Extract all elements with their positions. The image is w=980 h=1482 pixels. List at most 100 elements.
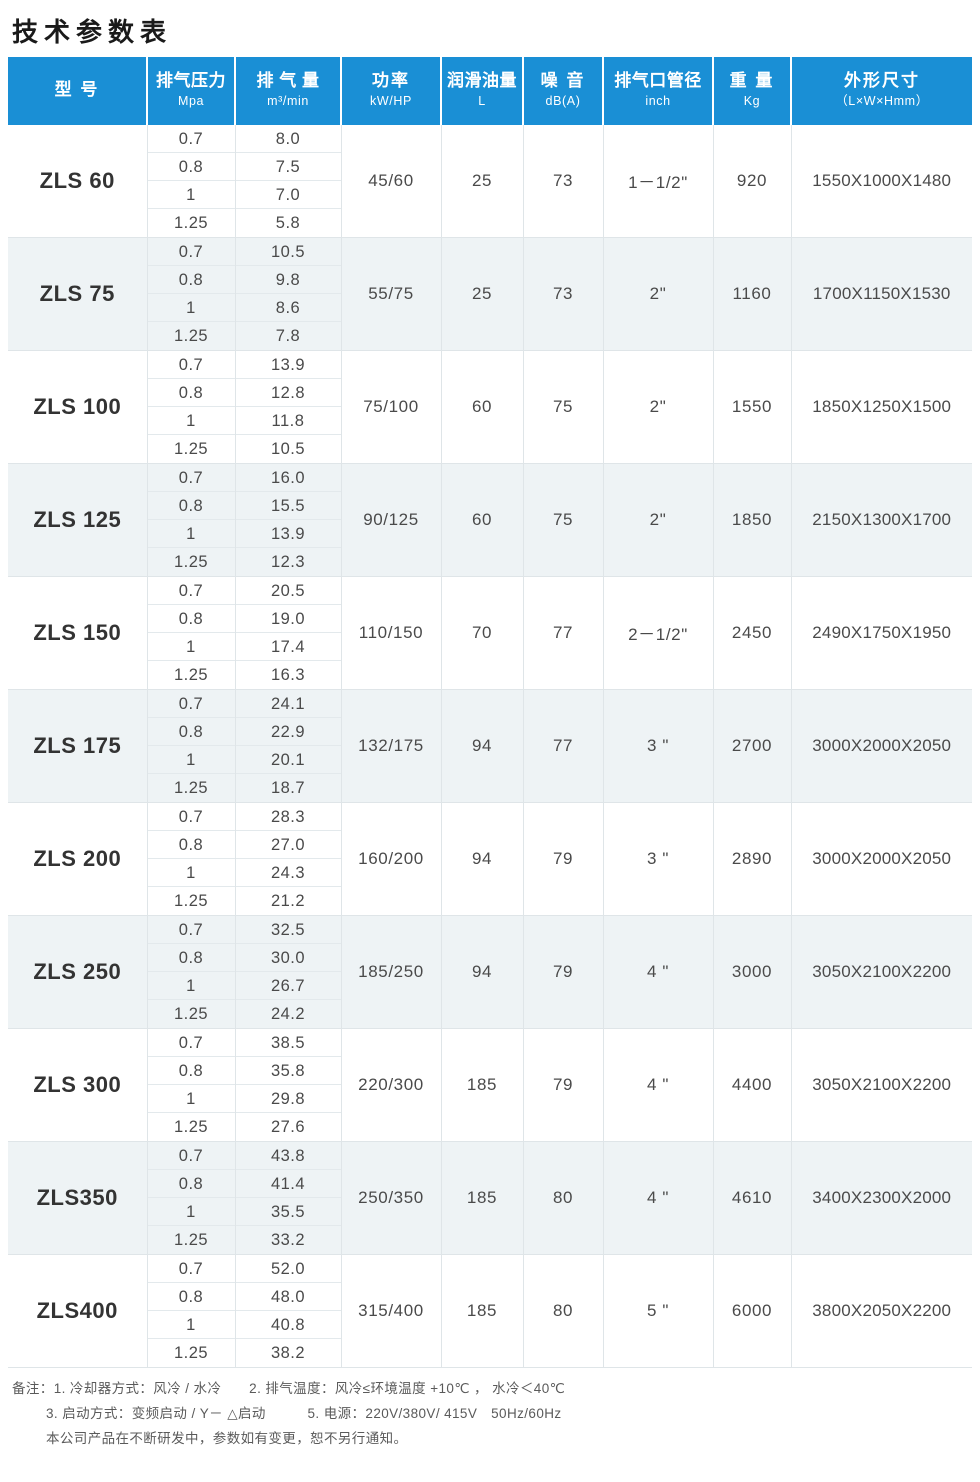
cell-discharge-pressure: 0.8 (147, 1170, 235, 1198)
cell-flow: 18.7 (270, 778, 306, 797)
cell-discharge-pressure: 0.7 (147, 690, 235, 718)
cell-power: 250/350 (341, 1141, 442, 1255)
cell-dimensions: 2150X1300X1700 (791, 463, 972, 577)
cell-flow: 8.0 (235, 125, 341, 153)
cell-model: ZLS 100 (8, 350, 148, 464)
cell-noise: 77 (523, 689, 604, 803)
cell-flow-stack: 38.5 35.8 29.8 27.6 (235, 1028, 342, 1142)
cell-noise: 75 (523, 350, 604, 464)
col-header-model-label: 型 号 (54, 80, 100, 100)
page-title: 技术参数表 (12, 17, 173, 47)
cell-dimensions: 1550X1000X1480 (791, 124, 972, 238)
col-header-power-label: 功率 (372, 71, 410, 91)
cell-flow: 38.5 (235, 1029, 341, 1057)
cell-flow: 22.9 (235, 718, 341, 746)
cell-dimensions: 3050X2100X2200 (791, 915, 972, 1029)
cell-model: ZLS 200 (8, 802, 148, 916)
cell-discharge-pressure-stack: 0.7 0.8 1 1.25 (147, 576, 236, 690)
cell-discharge-pressure: 0.7 (147, 916, 235, 944)
cell-model: ZLS400 (8, 1254, 148, 1368)
cell-discharge-pressure: 1.25 (173, 439, 209, 458)
cell-oil-volume: 185 (441, 1028, 524, 1142)
table-row: ZLS 250 0.7 0.8 1 1.25 32.5 30.0 26.7 24.2 185/25… (8, 915, 972, 1029)
cell-outlet-diameter: 4 " (603, 915, 714, 1029)
cell-weight: 4610 (713, 1141, 792, 1255)
cell-model: ZLS 150 (8, 576, 148, 690)
cell-dimensions: 1850X1250X1500 (791, 350, 972, 464)
cell-discharge-pressure: 1 (147, 1198, 235, 1226)
cell-discharge-pressure: 0.8 (147, 944, 235, 972)
cell-discharge-pressure: 1 (147, 1311, 235, 1339)
cell-flow: 24.1 (235, 690, 341, 718)
table-row: ZLS 150 0.7 0.8 1 1.25 20.5 19.0 17.4 16.3 110/15… (8, 576, 972, 690)
cell-discharge-pressure: 1 (147, 181, 235, 209)
col-header-model: 型 号 (8, 56, 148, 125)
table-row: ZLS 100 0.7 0.8 1 1.25 13.9 12.8 11.8 10.5 75/100… (8, 350, 972, 464)
cell-power: 132/175 (341, 689, 442, 803)
cell-oil-volume: 94 (441, 915, 524, 1029)
cell-noise: 80 (523, 1254, 604, 1368)
col-header-power-unit: kW/HP (370, 94, 412, 109)
cell-outlet-diameter: 3 " (603, 802, 714, 916)
cell-power: 185/250 (341, 915, 442, 1029)
footnotes: 备注：1. 冷却器方式：风冷 / 水冷 2. 排气温度：风冷≤环境温度 +10℃… (8, 1368, 972, 1452)
col-header-noise-unit: dB(A) (545, 94, 581, 109)
cell-outlet-diameter: 5 " (603, 1254, 714, 1368)
cell-noise: 80 (523, 1141, 604, 1255)
cell-model: ZLS 75 (8, 237, 148, 351)
cell-power: 90/125 (341, 463, 442, 577)
col-header-flow: 排 气 量 m³/min (235, 56, 342, 125)
cell-discharge-pressure-stack: 0.7 0.8 1 1.25 (147, 237, 236, 351)
cell-power: 75/100 (341, 350, 442, 464)
cell-noise: 79 (523, 1028, 604, 1142)
col-header-weight-label: 重 量 (729, 71, 775, 91)
cell-flow: 5.8 (275, 213, 301, 232)
cell-flow: 32.5 (235, 916, 341, 944)
cell-noise: 79 (523, 802, 604, 916)
cell-discharge-pressure: 1 (147, 633, 235, 661)
cell-weight: 2450 (713, 576, 792, 690)
cell-discharge-pressure: 0.8 (147, 379, 235, 407)
cell-discharge-pressure: 1.25 (173, 665, 209, 684)
cell-discharge-pressure-stack: 0.7 0.8 1 1.25 (147, 802, 236, 916)
col-header-weight-unit: Kg (743, 94, 761, 109)
cell-dimensions: 3400X2300X2000 (791, 1141, 972, 1255)
cell-weight: 1160 (713, 237, 792, 351)
cell-weight: 3000 (713, 915, 792, 1029)
cell-flow: 40.8 (235, 1311, 341, 1339)
cell-outlet-diameter: 4 " (603, 1141, 714, 1255)
cell-flow: 7.5 (235, 153, 341, 181)
cell-outlet-diameter: 4 " (603, 1028, 714, 1142)
cell-flow: 24.3 (235, 859, 341, 887)
technical-parameters-table: 型 号 排气压力 Mpa 排 气 量 m³/min 功率 kW/HP 润滑油量 … (8, 56, 972, 1368)
cell-discharge-pressure-stack: 0.7 0.8 1 1.25 (147, 1141, 236, 1255)
cell-flow: 48.0 (235, 1283, 341, 1311)
cell-dimensions: 3000X2000X2050 (791, 689, 972, 803)
cell-flow: 20.5 (235, 577, 341, 605)
cell-flow: 8.6 (235, 294, 341, 322)
cell-noise: 73 (523, 124, 604, 238)
cell-flow: 15.5 (235, 492, 341, 520)
cell-discharge-pressure: 0.8 (147, 492, 235, 520)
cell-weight: 1550 (713, 350, 792, 464)
cell-discharge-pressure: 1.25 (173, 1004, 209, 1023)
col-header-discharge-pressure: 排气压力 Mpa (147, 56, 236, 125)
cell-flow: 7.0 (235, 181, 341, 209)
table-row: ZLS 75 0.7 0.8 1 1.25 10.5 9.8 8.6 7.8 55/75 25 73 2… (8, 237, 972, 351)
cell-discharge-pressure-stack: 0.7 0.8 1 1.25 (147, 124, 236, 238)
cell-weight: 4400 (713, 1028, 792, 1142)
cell-discharge-pressure: 1 (147, 407, 235, 435)
table-row: ZLS350 0.7 0.8 1 1.25 43.8 41.4 35.5 33.2 250/350… (8, 1141, 972, 1255)
cell-discharge-pressure-stack: 0.7 0.8 1 1.25 (147, 915, 236, 1029)
cell-flow-stack: 13.9 12.8 11.8 10.5 (235, 350, 342, 464)
cell-discharge-pressure: 0.8 (147, 831, 235, 859)
cell-flow: 7.8 (275, 326, 301, 345)
cell-flow: 21.2 (270, 891, 306, 910)
cell-power: 55/75 (341, 237, 442, 351)
cell-oil-volume: 185 (441, 1254, 524, 1368)
cell-dimensions: 1700X1150X1530 (791, 237, 972, 351)
cell-outlet-diameter: 2－1/2" (603, 576, 714, 690)
cell-model: ZLS 250 (8, 915, 148, 1029)
cell-discharge-pressure: 1.25 (173, 1230, 209, 1249)
